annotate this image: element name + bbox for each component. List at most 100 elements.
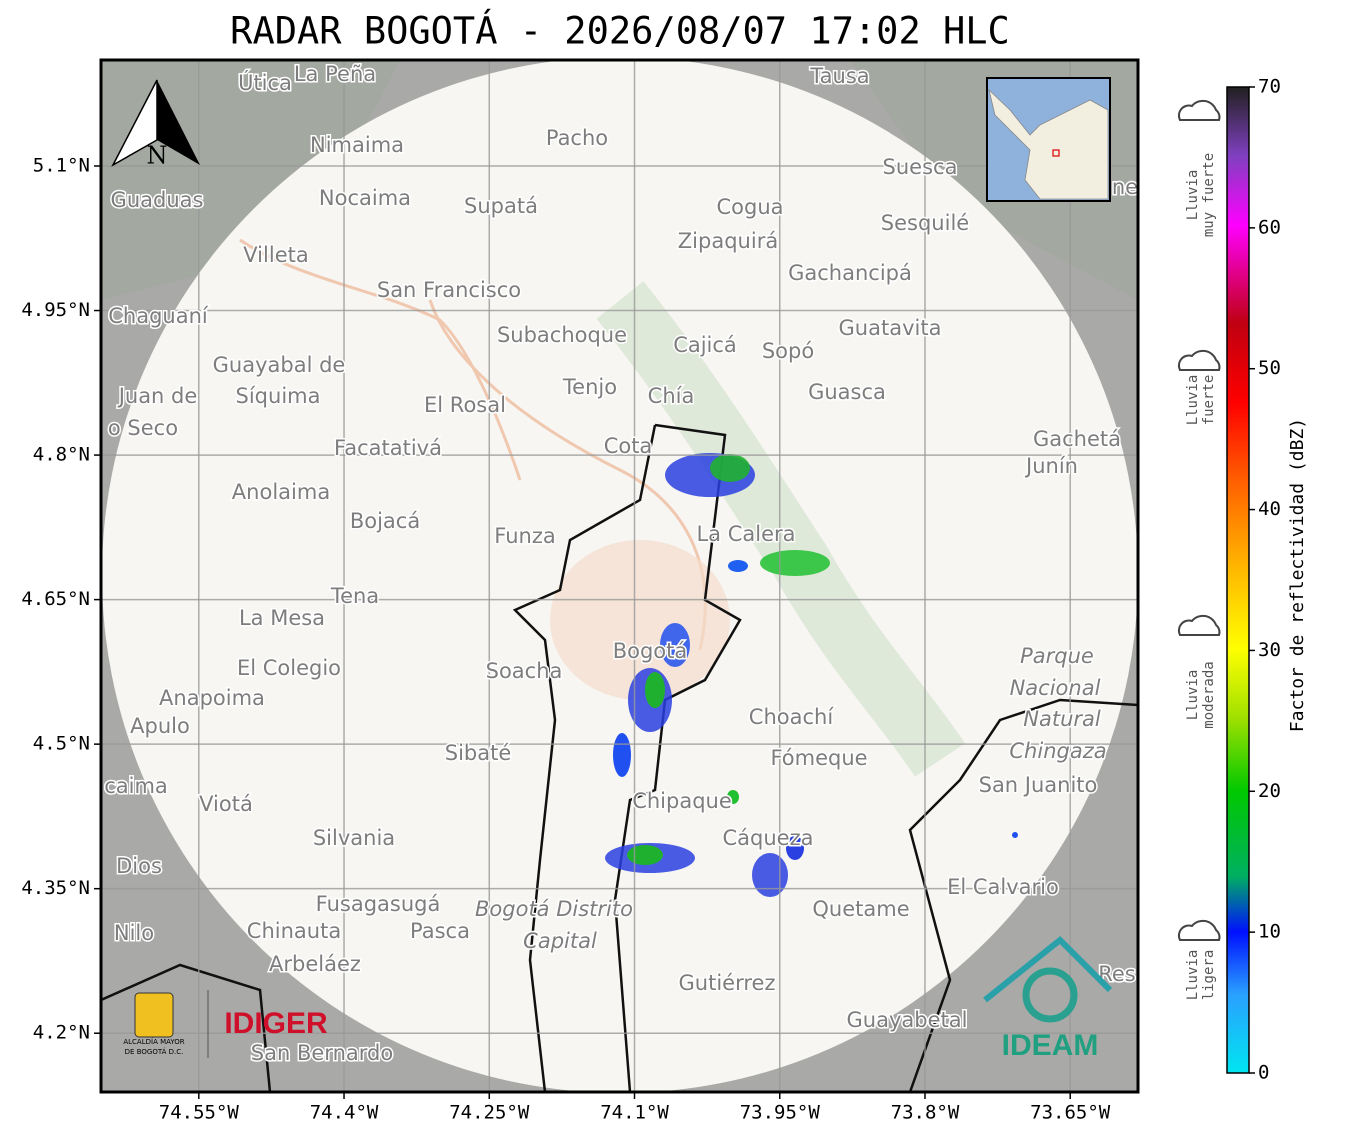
rain-category: Lluvia <box>1185 375 1201 426</box>
place-label: Cogua <box>716 195 783 219</box>
place-label: Bojacá <box>350 509 420 533</box>
colorbar-tick-label: 0 <box>1258 1062 1269 1084</box>
radar-echoes <box>605 453 1018 897</box>
colorbar-scale <box>1226 86 1250 1074</box>
place-label: Guasca <box>808 380 886 404</box>
colorbar-tick-label: 30 <box>1258 639 1281 661</box>
place-label: Choachí <box>749 705 835 729</box>
rain-category: Lluvia <box>1185 670 1201 721</box>
place-label: o Seco <box>108 416 178 440</box>
rain-category: Lluvia <box>1185 170 1201 221</box>
place-label: Gachetá <box>1033 427 1121 451</box>
place-label: Funza <box>494 524 555 548</box>
place-label: Subachoque <box>497 323 627 347</box>
place-label: Nocaima <box>319 186 411 210</box>
place-label: San Juanito <box>979 773 1098 797</box>
place-label: Anapoima <box>159 686 265 710</box>
radar-echo <box>660 623 690 667</box>
place-label: Bogotá Distrito <box>475 897 633 921</box>
title: RADAR BOGOTÁ - 2026/08/07 17:02 HLC <box>230 9 1010 53</box>
y-tick-label: 4.35°N <box>21 877 90 899</box>
colorbar-tick-label: 60 <box>1258 216 1281 238</box>
place-label: Pasca <box>410 919 470 943</box>
place-label: Fusagasugá <box>316 892 441 916</box>
x-tick-label: 74.1°W <box>600 1102 669 1124</box>
rain-category: Lluvia <box>1185 950 1201 1001</box>
road <box>239 238 522 481</box>
grid <box>101 60 1138 1092</box>
place-label: Gachancipá <box>788 261 912 285</box>
place-label: Arbeláez <box>269 952 361 976</box>
ideam-logo: IDEAM <box>1002 1029 1099 1062</box>
place-label: Chía <box>648 384 695 408</box>
place-label: Sibaté <box>445 741 512 765</box>
place-label: Facatativá <box>334 436 442 460</box>
place-label: Chipaque <box>632 789 732 813</box>
idiger-logo: IDIGER <box>224 1007 328 1040</box>
colorbar-label: Factor de reflectividad (dBZ) <box>1287 418 1308 732</box>
y-tick-label: 5.1°N <box>33 154 90 176</box>
place-label: Silvania <box>313 826 395 850</box>
north-arrow-right <box>157 80 200 165</box>
place-label: La Calera <box>696 522 795 546</box>
colorbar-tick-label: 70 <box>1258 76 1281 98</box>
colorbar-tick-label: 50 <box>1258 357 1281 379</box>
place-label: Zipaquirá <box>678 229 778 253</box>
place-label: Útica <box>238 70 292 95</box>
x-tick-label: 74.4°W <box>310 1102 379 1124</box>
radar-echo <box>710 454 750 482</box>
x-tick-label: 73.8°W <box>891 1102 960 1124</box>
place-label: Gutiérrez <box>679 971 776 995</box>
radar-echo <box>645 672 665 708</box>
inset-land <box>988 88 1109 200</box>
place-label: San Francisco <box>377 278 521 302</box>
place-label: Juan de <box>117 384 198 408</box>
place-label: Sesquilé <box>881 211 969 235</box>
place-label: Nilo <box>114 921 154 945</box>
logo-ideam: IDEAM <box>983 935 1113 1062</box>
map-area: Útica La Peña Tausa Pacho Nimaima Guaduas Noca… <box>101 60 1138 1092</box>
place-label: La Peña <box>294 62 376 86</box>
colorbar-tick-label: 10 <box>1258 921 1281 943</box>
place-label: Suesca <box>883 155 958 179</box>
colorbar-tick-label: 20 <box>1258 780 1281 802</box>
rain-category: ligera <box>1201 950 1217 1001</box>
logo-alcaldia: ALCALDÍA MAYOR DE BOGOTÁ D.C. IDIGER <box>123 990 328 1058</box>
rain-category: muy fuerte <box>1201 153 1217 237</box>
radar-echo <box>627 845 663 865</box>
place-label: Nimaima <box>310 133 404 157</box>
y-tick-label: 4.2°N <box>33 1022 90 1044</box>
colorbar: Factor de reflectividad (dBZ) 0 10 20 30 40 5… <box>1226 76 1308 1084</box>
place-label: San Bernardo <box>251 1041 393 1065</box>
rain-category: moderada <box>1201 661 1217 728</box>
radar-echo <box>786 836 804 860</box>
place-label: caima <box>104 774 168 798</box>
place-label: Supatá <box>464 194 538 218</box>
place-label: Chingaza <box>1009 739 1106 763</box>
radar-echo <box>752 853 788 897</box>
place-label: Viotá <box>199 792 253 816</box>
place-label: Guayabal de <box>213 353 346 377</box>
cloud-icon <box>1177 349 1221 371</box>
place-label: El Colegio <box>237 656 341 680</box>
place-label: Soacha <box>486 659 563 683</box>
place-label: Parque <box>1020 644 1094 668</box>
place-label: Bogotá <box>613 639 688 663</box>
place-label: Guayabetal <box>847 1008 968 1032</box>
y-tick-label: 4.65°N <box>21 588 90 610</box>
place-label: Chaguaní <box>108 304 209 328</box>
place-label: Tausa <box>809 64 869 88</box>
place-label: Tenjo <box>562 375 617 399</box>
cloud-icon <box>1177 919 1221 941</box>
map-frame <box>99 58 1140 1094</box>
place-label: Quetame <box>812 897 909 921</box>
north-arrow: N <box>111 79 200 170</box>
ideam-swirl <box>1022 967 1078 1023</box>
alcaldia-text: DE BOGOTÁ D.C. <box>125 1047 184 1056</box>
place-labels: Útica La Peña Tausa Pacho Nimaima Guaduas Noca… <box>103 61 1138 1067</box>
place-label: Cáqueza <box>723 826 814 850</box>
place-label: El Rosal <box>424 393 506 417</box>
colorbar-tick-label: 40 <box>1258 498 1281 520</box>
place-label: Apulo <box>130 714 190 738</box>
x-tick-label: 74.25°W <box>449 1102 530 1124</box>
